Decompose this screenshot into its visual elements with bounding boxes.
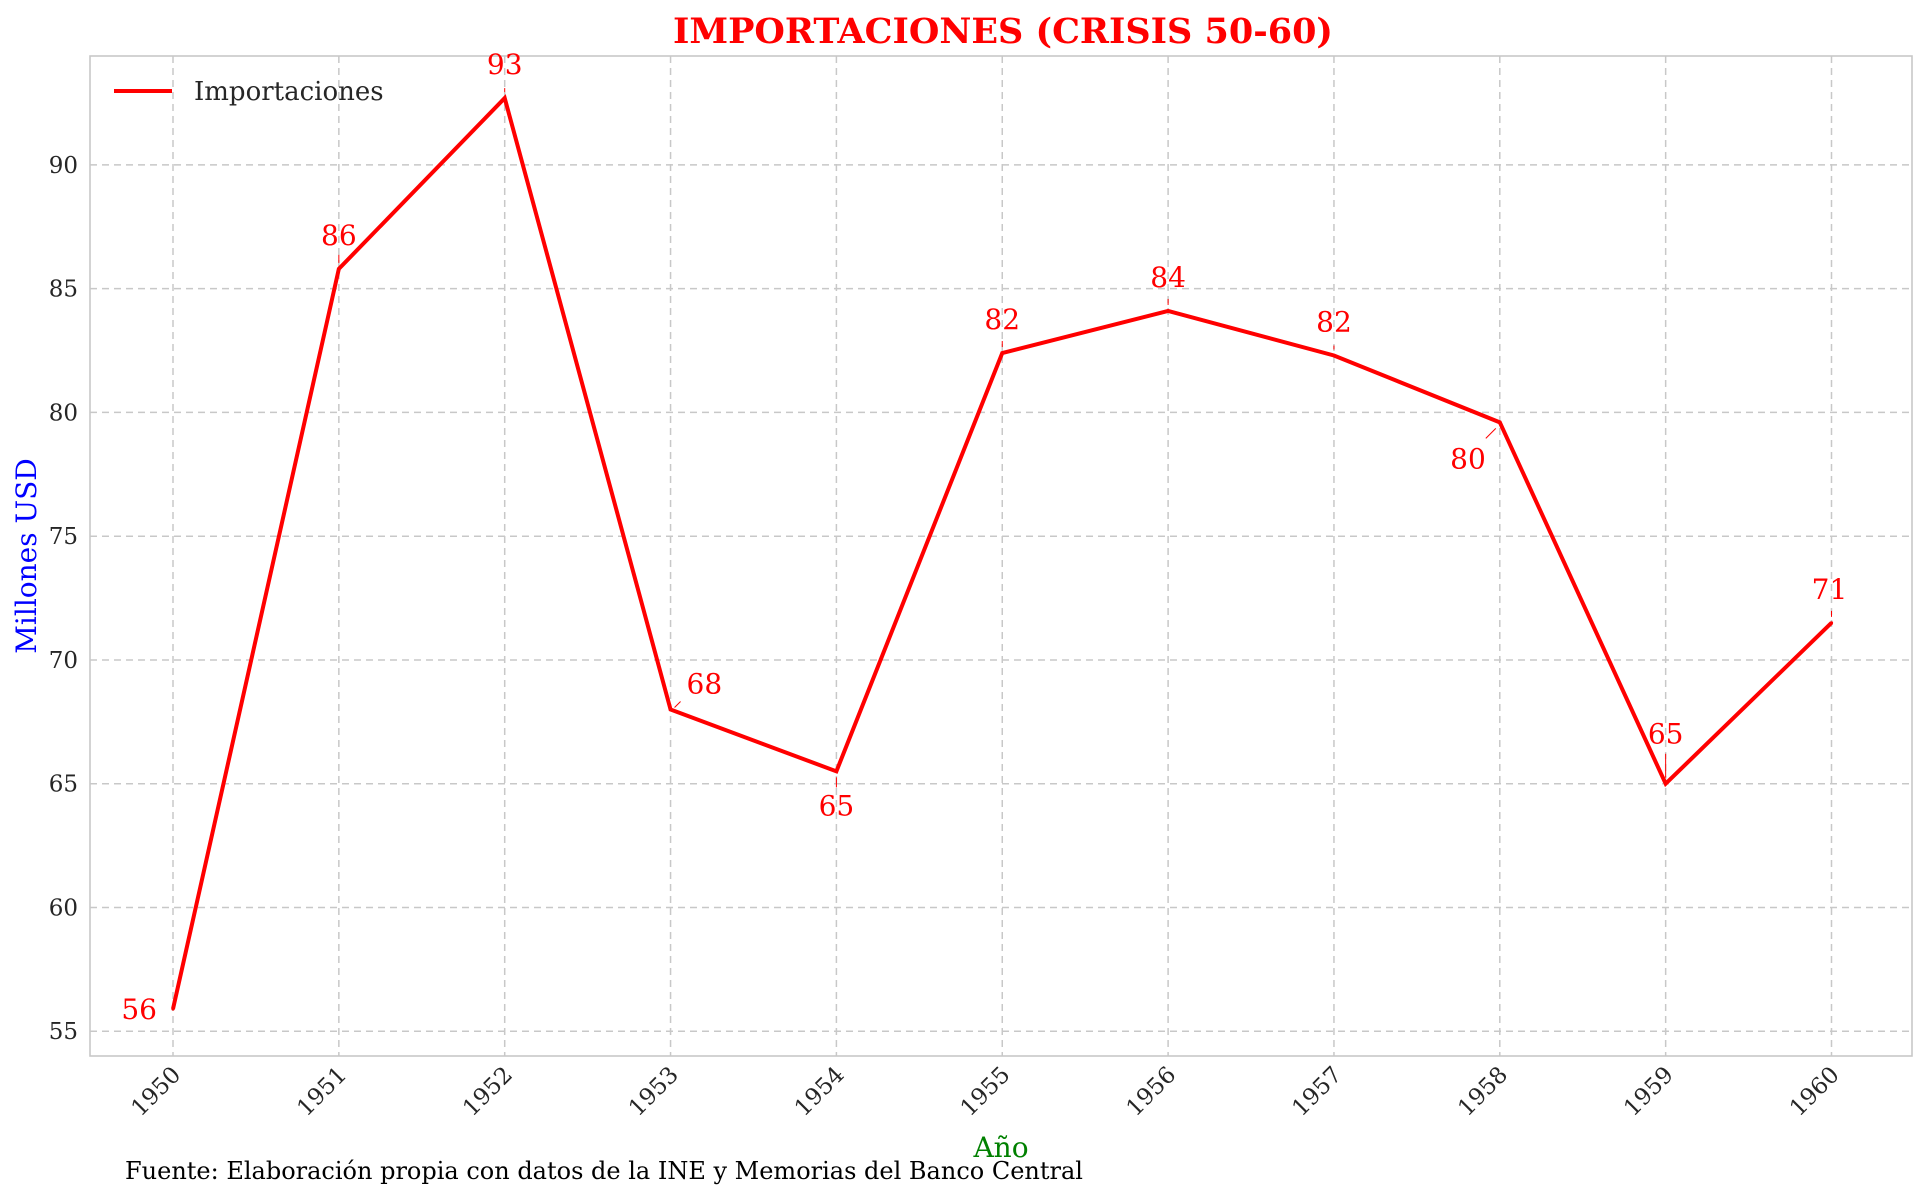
x-axis-ticks: 1950 1951 1952 1953 1954 1955 1956 1957 1958 1959…	[126, 1062, 1844, 1122]
x-tick-label: 1955	[956, 1062, 1016, 1122]
data-label: 56	[121, 993, 157, 1026]
x-tick-label: 1953	[624, 1062, 684, 1122]
data-point	[668, 707, 673, 712]
x-axis-label: Año	[972, 1131, 1028, 1164]
data-point	[1166, 309, 1170, 313]
y-tick-label: 85	[49, 277, 78, 303]
data-label: 84	[1150, 261, 1186, 294]
data-point	[1829, 621, 1834, 625]
y-axis-ticks: 55 60 65 70 75 80 85 90	[49, 153, 78, 1045]
plot-frame	[89, 55, 1913, 1057]
x-tick-label: 1956	[1122, 1062, 1182, 1122]
y-axis-label: Millones USD	[10, 458, 43, 654]
x-tick-label: 1952	[458, 1062, 518, 1122]
data-point	[1498, 420, 1502, 424]
x-tick-label: 1957	[1287, 1062, 1347, 1122]
data-label: 80	[1450, 442, 1486, 475]
grid	[90, 56, 1912, 1056]
y-tick-label: 65	[49, 772, 78, 798]
data-label: 93	[487, 48, 523, 81]
y-tick-label: 80	[49, 400, 78, 426]
y-tick-label: 75	[49, 524, 78, 550]
x-tick-label: 1959	[1619, 1062, 1679, 1122]
data-point	[1000, 351, 1004, 355]
data-label: 71	[1812, 573, 1848, 606]
data-label: 68	[687, 667, 723, 700]
data-point	[834, 769, 839, 773]
data-label: 82	[984, 303, 1020, 336]
y-tick-label: 55	[49, 1019, 78, 1045]
data-label: 82	[1316, 306, 1352, 339]
data-label-leader	[674, 701, 681, 708]
x-tick-label: 1951	[292, 1062, 352, 1122]
x-tick-label: 1960	[1785, 1062, 1845, 1122]
x-tick-label: 1954	[790, 1062, 850, 1122]
data-label: 65	[819, 789, 855, 822]
data-label: 65	[1648, 718, 1684, 751]
y-tick-label: 60	[49, 895, 78, 921]
y-tick-label: 90	[49, 153, 78, 179]
y-tick-label: 70	[49, 648, 78, 674]
legend-label: Importaciones	[194, 77, 384, 107]
data-label-leader	[1485, 427, 1497, 439]
data-point	[171, 1007, 175, 1011]
legend: Importaciones	[114, 77, 384, 107]
source-note: Fuente: Elaboración propia con datos de …	[125, 1157, 1083, 1185]
data-point	[1332, 353, 1336, 358]
data-point	[1664, 782, 1668, 786]
series-layer	[171, 94, 1834, 1011]
data-label: 86	[321, 219, 357, 252]
x-tick-label: 1950	[126, 1062, 186, 1122]
chart-title: IMPORTACIONES (CRISIS 50-60)	[673, 11, 1333, 52]
data-labels: 56 86 93 68 65 82 84 82 80 65 71	[121, 48, 1847, 1026]
data-point	[503, 96, 507, 100]
data-point	[337, 267, 341, 271]
x-tick-label: 1958	[1453, 1062, 1513, 1122]
